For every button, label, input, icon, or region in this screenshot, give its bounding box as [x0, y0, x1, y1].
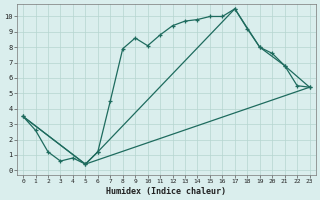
X-axis label: Humidex (Indice chaleur): Humidex (Indice chaleur)	[106, 187, 226, 196]
